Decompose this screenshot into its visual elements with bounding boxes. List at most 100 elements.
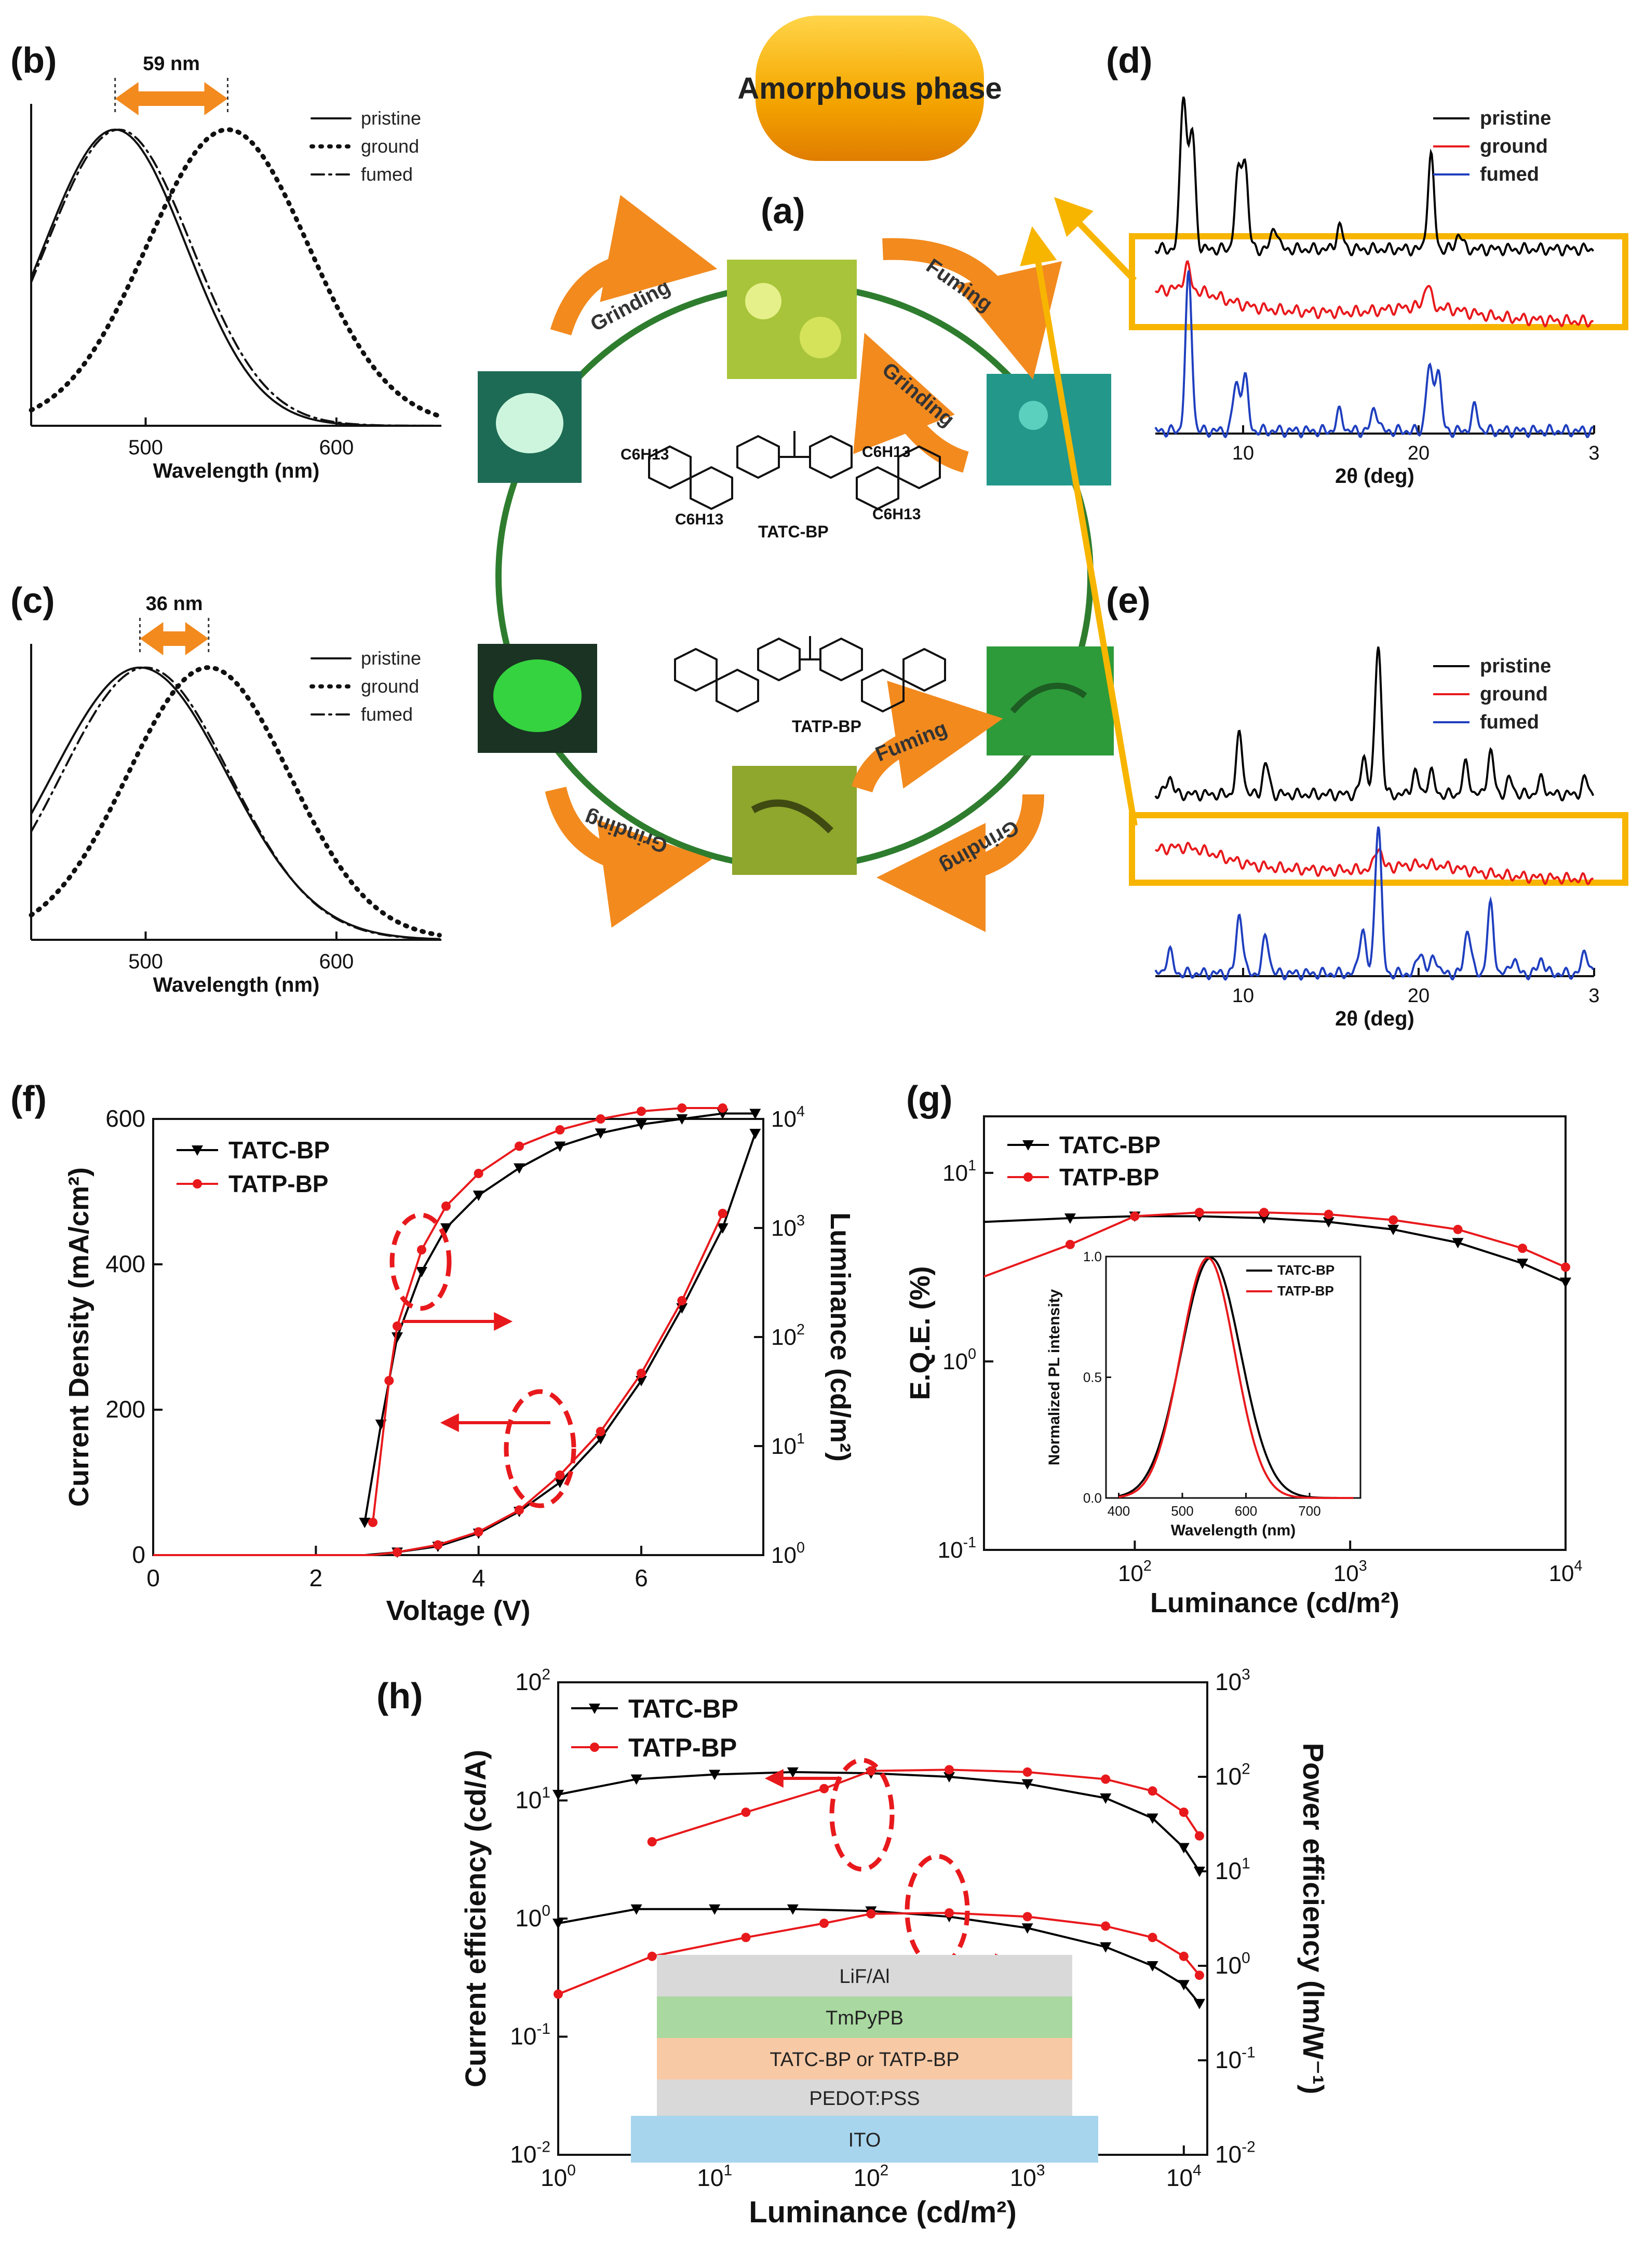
chart-h-xtick-label-4: 104 (1166, 2162, 1202, 2191)
molecule-tatc-label: TATC-BP (758, 522, 829, 541)
photo-tatc-pristine-powder (496, 393, 563, 453)
chart-f-left-ytick-label-3: 600 (105, 1105, 145, 1132)
chart-h-point-TATP-BP-CE-7 (1148, 1786, 1157, 1796)
chart-f-point-TATC-BP-left-8 (554, 1478, 566, 1488)
chart-h-point-TATC-BP-CE-2 (709, 1770, 721, 1780)
chart-h-point-TATP-BP-PE-6 (1022, 1912, 1032, 1922)
chart-f-point-TATC-BP-right-10 (676, 1114, 688, 1125)
chart-h-point-TATC-BP-PE-2 (709, 1904, 721, 1915)
photo-tatc-fumed-speck (1019, 401, 1048, 430)
chart-b-shift-arrow (115, 82, 228, 115)
molecule-tatc-substituent-3: C6H13 (862, 443, 910, 461)
chart-f-highlight-ellipse-top (389, 1212, 452, 1311)
chart-g-point-TATP-BP-6 (1388, 1215, 1398, 1225)
chart-h-point-TATP-BP-CE-6 (1101, 1774, 1111, 1784)
chart-g-legend-marker-0 (1022, 1140, 1034, 1151)
chart-e-xlabel: 2θ (deg) (1335, 1007, 1414, 1030)
chart-f-point-TATC-BP-right-9 (636, 1119, 647, 1130)
chart-h-series-TATP-BP-CE (652, 1769, 1201, 1843)
chart-b-legend-label-2: fumed (361, 164, 413, 185)
chart-h-highlight-ellipse-pe (905, 1854, 970, 1968)
arrow-grinding-3 (545, 786, 712, 928)
chart-h-ylabel: Current efficiency (cd/A) (459, 1750, 492, 2087)
chart-h-left-ytick-label-2: 100 (515, 1902, 550, 1932)
chart-g-inset-ytick-label-1: 0.5 (1083, 1370, 1102, 1385)
arrow-grinding-4 (877, 794, 1044, 932)
chart-h-point-TATP-BP-PE-3 (819, 1919, 829, 1928)
chart-f-point-TATC-BP-left-9 (595, 1434, 606, 1445)
chart-g-inset-xtick-label-2: 600 (1235, 1503, 1257, 1519)
chart-c-legend-label-2: fumed (361, 704, 413, 725)
chart-f-point-TATC-BP-right-12 (749, 1109, 761, 1119)
chart-f-point-TATP-BP-right-9 (637, 1106, 646, 1116)
chart-h-point-TATP-BP-CE-0 (647, 1837, 657, 1847)
chart-g-legend-marker-1 (1023, 1172, 1033, 1182)
chart-f-point-TATP-BP-right-8 (596, 1114, 605, 1124)
chart-f: 0 2 4 6 0 200 400 600 100 101 102 103 104 Voltage (V)… (63, 1103, 856, 1626)
panel-label-g: (g) (906, 1078, 952, 1119)
chart-f-point-TATP-BP-left-11 (677, 1296, 687, 1305)
chart-h-point-TATC-BP-CE-8 (1147, 1813, 1158, 1824)
chart-h-legend-marker-1 (590, 1743, 599, 1752)
chart-h-point-TATC-BP-CE-7 (1100, 1793, 1112, 1804)
chart-h-point-TATC-BP-PE-0 (552, 1919, 564, 1929)
arrow-fuming-2 (851, 681, 1003, 793)
chart-h-right-ytick-label-2: 100 (1215, 1949, 1250, 1979)
chart-g-legend-label-0: TATC-BP (1059, 1131, 1161, 1158)
chart-g-frame (983, 1115, 1567, 1551)
chart-h-point-TATC-BP-PE-6 (1021, 1923, 1033, 1934)
scheme-a: Amorphous phase Grinding Fuming Grinding… (478, 16, 1628, 932)
chart-b-legend-label-0: pristine (361, 107, 421, 129)
chart-f-point-TATC-BP-left-13 (749, 1129, 761, 1139)
chart-h-point-TATC-BP-PE-10 (1193, 1999, 1205, 2009)
chart-h-left-ytick-label-4: 102 (515, 1666, 550, 1695)
chart-c-series-fumed (30, 666, 441, 940)
molecule-tatc-substituent-2: C6H13 (675, 511, 723, 528)
chart-e-legend-label-1: ground (1480, 683, 1548, 705)
chart-f-point-TATC-BP-right-4 (440, 1223, 452, 1234)
chart-f-point-TATP-BP-left-5 (433, 1540, 443, 1550)
chart-g-inset-ylabel: Normalized PL intensity (1046, 1289, 1063, 1465)
chart-g-left-ytick-label-1: 100 (942, 1346, 976, 1374)
chart-f-point-TATP-BP-left-4 (393, 1547, 402, 1557)
chart-f-point-TATP-BP-left-9 (596, 1427, 605, 1436)
arrow-grinding-1 (550, 195, 718, 336)
chart-g-inset-ytick-label-0: 0.0 (1083, 1490, 1102, 1506)
chart-h-point-TATC-BP-CE-0 (552, 1790, 564, 1801)
chart-h-point-TATP-BP-PE-9 (1179, 1951, 1189, 1961)
highlight-box-e (1129, 812, 1628, 886)
chart-f-xtick-label-2: 4 (472, 1564, 486, 1591)
chart-h-xtick-label-1: 101 (697, 2162, 732, 2191)
panel-label-e: (e) (1106, 580, 1151, 620)
chart-h-point-TATP-BP-PE-4 (866, 1909, 876, 1919)
chart-h: 100 101 102 103 104 10-2 10-1 100 101 102 10-2 10-1… (459, 1666, 1330, 2229)
chart-h-point-TATC-BP-PE-1 (630, 1904, 642, 1915)
chart-h-point-TATP-BP-CE-8 (1179, 1807, 1189, 1817)
chart-h-xlabel: Luminance (cd/m²) (749, 2195, 1017, 2229)
chart-h-xtick-label-3: 103 (1010, 2162, 1045, 2191)
chart-g-inset-xtick-label-1: 500 (1171, 1503, 1193, 1519)
chart-g-series-TATC-BP (983, 1215, 1566, 1284)
chart-g-inset-xtick-label-3: 700 (1298, 1503, 1320, 1519)
chart-f-point-TATP-BP-left-6 (474, 1527, 483, 1537)
chart-d: 10 20 3 2θ (deg) pristine ground fumed (1154, 96, 1600, 488)
chart-f-point-TATC-BP-right-2 (392, 1332, 403, 1343)
chart-b-xtick-label-0: 500 (128, 436, 163, 459)
chart-h-stack-label-1: TmPyPB (826, 2007, 904, 2029)
molecule-tatc-substituent-1: C6H13 (621, 446, 669, 463)
chart-h-xtick-label-2: 102 (854, 2162, 889, 2191)
chart-g-point-TATP-BP-7 (1453, 1224, 1463, 1234)
chart-b-annotation: 59 nm (143, 53, 200, 75)
chart-f-point-TATP-BP-left-12 (718, 1209, 727, 1218)
chart-h-point-TATC-BP-PE-7 (1100, 1942, 1112, 1953)
panel-label-f: (f) (10, 1078, 47, 1119)
chart-h-point-TATC-BP-PE-8 (1147, 1961, 1158, 1972)
chart-g-left-ytick-label-2: 101 (942, 1157, 976, 1186)
chart-f-point-TATC-BP-right-3 (416, 1267, 427, 1277)
chart-h-point-TATC-BP-CE-9 (1178, 1843, 1190, 1854)
panel-label-d: (d) (1106, 40, 1152, 80)
chart-d-xtick-label-2: 3 (1588, 442, 1599, 464)
chart-h-point-TATP-BP-PE-10 (1194, 1970, 1204, 1980)
chart-f-point-TATP-BP-right-10 (677, 1103, 687, 1113)
